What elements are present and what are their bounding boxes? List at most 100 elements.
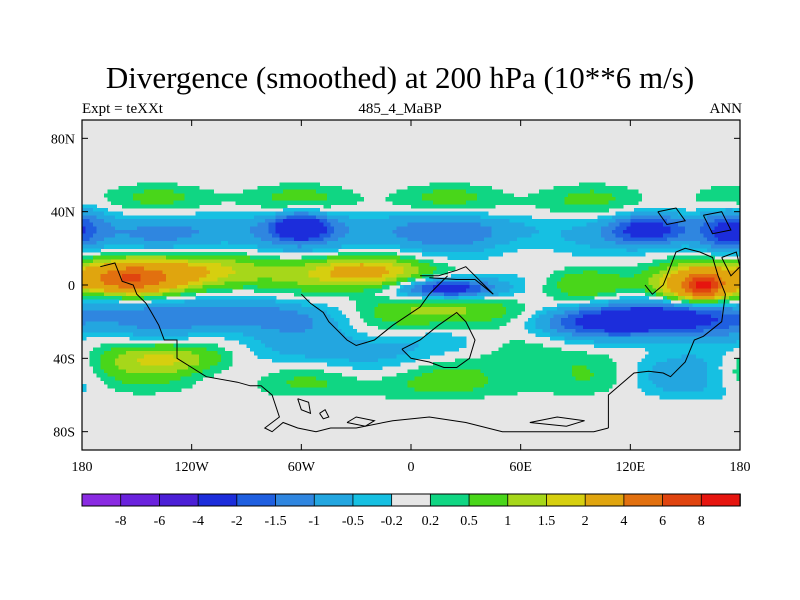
field-cell <box>96 244 101 249</box>
field-cell <box>198 255 204 260</box>
field-cell <box>114 244 120 249</box>
field-cell <box>363 274 368 279</box>
field-cell <box>261 266 266 271</box>
field-cell <box>432 252 438 257</box>
field-cell <box>158 219 164 224</box>
field-cell <box>513 285 518 290</box>
field-cell <box>326 233 332 238</box>
field-cell <box>418 266 423 271</box>
field-cell <box>140 230 145 235</box>
field-cell <box>92 285 98 290</box>
field-cell <box>725 215 730 220</box>
field-cell <box>191 299 196 304</box>
field-cell <box>213 222 218 227</box>
field-cell <box>118 211 123 216</box>
field-cell <box>681 285 686 290</box>
field-cell <box>319 292 324 297</box>
field-cell <box>184 226 189 231</box>
field-cell <box>692 285 697 290</box>
field-cell <box>517 237 522 242</box>
field-cell <box>476 244 482 249</box>
field-cell <box>242 230 248 235</box>
field-cell <box>173 288 178 293</box>
field-cell <box>297 277 302 282</box>
field-cell <box>89 222 94 227</box>
field-cell <box>495 200 500 205</box>
field-cell <box>118 259 123 264</box>
field-cell <box>341 263 346 268</box>
field-cell <box>498 274 503 279</box>
field-cell <box>147 241 153 246</box>
field-cell <box>337 189 343 194</box>
field-cell <box>648 233 653 238</box>
field-cell <box>253 263 259 268</box>
field-cell <box>542 197 547 202</box>
field-cell <box>103 292 109 297</box>
field-cell <box>623 233 628 238</box>
field-cell <box>169 266 174 271</box>
field-cell <box>297 244 302 249</box>
field-cell <box>604 186 609 191</box>
field-cell <box>509 197 514 202</box>
field-cell <box>147 204 153 209</box>
field-cell <box>623 193 628 198</box>
field-cell <box>261 193 266 198</box>
field-cell <box>714 230 719 235</box>
field-cell <box>268 222 273 227</box>
field-cell <box>696 230 701 235</box>
field-cell <box>568 237 573 242</box>
field-cell <box>699 277 705 282</box>
field-cell <box>312 281 317 286</box>
field-cell <box>699 197 705 202</box>
field-cell <box>718 299 723 304</box>
field-cell <box>601 277 606 282</box>
field-cell <box>407 200 412 205</box>
field-cell <box>637 270 642 275</box>
field-cell <box>626 189 631 194</box>
field-cell <box>579 197 584 202</box>
field-cell <box>502 303 507 308</box>
field-cell <box>147 230 153 235</box>
field-cell <box>666 219 672 224</box>
field-cell <box>286 274 291 279</box>
field-cell <box>575 285 580 290</box>
field-cell <box>630 200 635 205</box>
field-cell <box>652 259 657 264</box>
field-cell <box>304 219 310 224</box>
field-cell <box>480 307 485 312</box>
field-cell <box>315 219 321 224</box>
field-cell <box>732 266 737 271</box>
field-cell <box>721 274 726 279</box>
field-cell <box>447 307 452 312</box>
field-cell <box>275 193 280 198</box>
field-cell <box>615 252 620 257</box>
field-cell <box>250 303 255 308</box>
field-cell <box>487 244 493 249</box>
field-cell <box>195 222 200 227</box>
field-cell <box>381 211 387 216</box>
field-cell <box>487 200 493 205</box>
field-cell <box>129 255 134 260</box>
field-cell <box>641 299 646 304</box>
field-cell <box>681 255 686 260</box>
field-cell <box>688 237 694 242</box>
field-cell <box>465 244 471 249</box>
field-cell <box>432 307 438 312</box>
field-cell <box>268 285 273 290</box>
field-cell <box>400 259 405 264</box>
field-cell <box>228 266 233 271</box>
field-cell <box>133 285 138 290</box>
field-cell <box>334 186 339 191</box>
field-cell <box>330 285 335 290</box>
field-cell <box>476 219 482 224</box>
field-cell <box>630 215 635 220</box>
field-cell <box>158 233 164 238</box>
field-cell <box>655 270 661 275</box>
field-cell <box>400 274 405 279</box>
field-cell <box>630 266 635 271</box>
field-cell <box>286 226 291 231</box>
field-cell <box>465 211 471 216</box>
field-cell <box>707 285 712 290</box>
field-cell <box>484 277 489 282</box>
field-cell <box>279 226 284 231</box>
